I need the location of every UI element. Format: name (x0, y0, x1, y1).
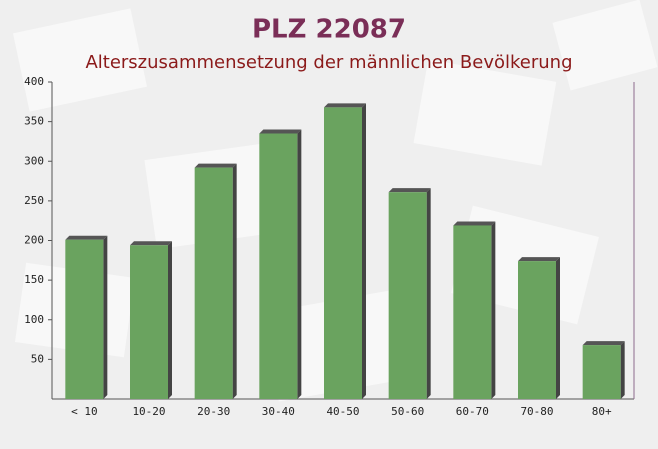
bar-top (324, 103, 366, 108)
bar (518, 261, 556, 399)
bar-top (130, 241, 172, 246)
bar (130, 245, 168, 399)
x-tick-label: 50-60 (391, 405, 424, 418)
bar-side (556, 257, 560, 399)
bar (582, 345, 621, 399)
x-tick-label: 20-30 (197, 405, 230, 418)
bar-side (168, 241, 172, 399)
y-tick-label: 250 (24, 194, 44, 207)
bar-top (453, 221, 496, 226)
bar-top (518, 257, 560, 262)
bar-top (259, 129, 302, 134)
x-tick-label: 40-50 (326, 405, 359, 418)
bar-top (65, 235, 108, 240)
bar (65, 239, 104, 399)
y-tick-label: 200 (24, 234, 44, 247)
y-tick-label: 400 (24, 75, 44, 88)
x-tick-label: < 10 (71, 405, 98, 418)
bar-side (426, 188, 431, 399)
x-tick-label: 10-20 (132, 405, 165, 418)
x-tick-label: 80+ (592, 405, 612, 418)
y-tick-label: 300 (24, 154, 44, 167)
x-tick-label: 70-80 (520, 405, 553, 418)
x-tick-label: 60-70 (456, 405, 489, 418)
chart-subtitle: Alterszusammensetzung der männlichen Bev… (85, 52, 572, 73)
bar-top (582, 341, 625, 346)
y-tick-label: 100 (24, 313, 44, 326)
y-tick-label: 150 (24, 273, 44, 286)
bar (453, 225, 492, 399)
bar (194, 167, 233, 399)
y-tick-label: 350 (24, 115, 44, 128)
bar-side (297, 129, 302, 399)
y-tick-label: 50 (31, 352, 44, 365)
bar-side (362, 103, 366, 400)
bar-side (103, 235, 108, 399)
bar-side (491, 221, 496, 399)
bar-side (232, 163, 237, 399)
bar (388, 192, 427, 399)
bar-side (620, 341, 625, 399)
chart-title: PLZ 22087 (252, 15, 406, 45)
bar (259, 133, 298, 399)
x-tick-label: 30-40 (262, 405, 295, 418)
bar (324, 107, 362, 400)
bar-top (194, 163, 237, 168)
bar-top (388, 188, 431, 193)
